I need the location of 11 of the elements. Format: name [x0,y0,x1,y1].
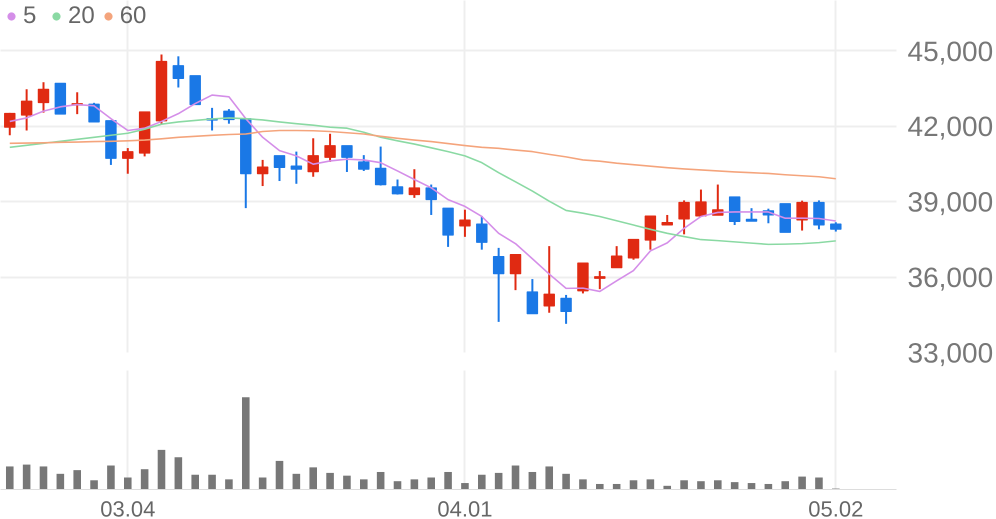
x-tick-label: 03.04 [100,496,156,519]
y-tick-label: 39,000 [908,186,994,218]
y-tick-label: 33,000 [908,338,994,368]
y-tick-label: 45,000 [908,36,994,67]
x-tick-label: 05.02 [808,496,864,519]
x-tick-label: 04.01 [437,496,492,519]
legend-label: 60 [120,2,146,30]
y-tick-label: 36,000 [908,262,994,294]
legend-label: 20 [68,2,95,30]
y-tick-label: 42,000 [908,111,994,142]
legend-label: 5 [23,2,38,30]
